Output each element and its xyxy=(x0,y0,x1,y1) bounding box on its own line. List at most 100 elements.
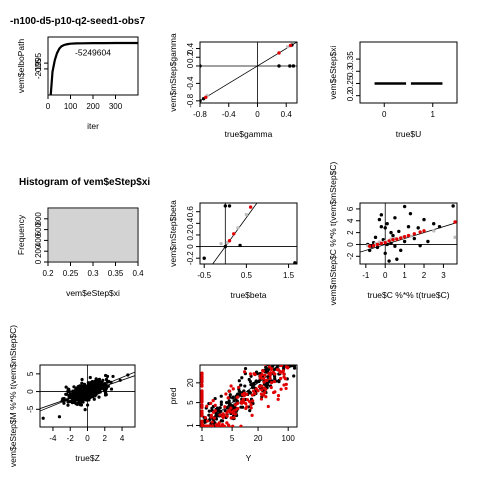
point-black xyxy=(200,99,202,103)
pred-point-black xyxy=(219,400,223,404)
pred-point-black xyxy=(227,399,231,403)
plot-frame xyxy=(359,202,458,265)
pred-point-red xyxy=(273,372,277,376)
y-tick-label: 0.2 xyxy=(186,51,195,63)
y-tick-label: 600 xyxy=(34,222,43,236)
pred-point-red xyxy=(205,419,210,423)
y-tick-label: 0.2 xyxy=(186,229,195,241)
y-tick-label: 0.25 xyxy=(346,75,355,91)
y-tick-label: 1 xyxy=(186,423,195,428)
point-red xyxy=(383,240,387,245)
pred-point-red xyxy=(220,422,225,427)
point-black xyxy=(238,243,242,248)
z-point xyxy=(89,385,93,390)
pred-point-black xyxy=(219,394,223,398)
pred-point-red xyxy=(249,403,253,407)
pred-point-red xyxy=(275,368,280,372)
point-red xyxy=(248,205,253,209)
point-black xyxy=(426,239,430,244)
x-tick-label: 4 xyxy=(120,434,125,443)
pred-point-red xyxy=(250,413,254,417)
panel-7-z-scatter: -4 -2 0 2 4 -5 0 5 true$Z vem$eStep$M %*% t(vem$m… xyxy=(8,325,136,467)
point-black xyxy=(399,248,403,253)
pred-point-red xyxy=(268,376,272,380)
panel-6-cc-scatter: -1 0 1 2 3 -2 0 2 4 6 true$C %*% t(true$C) vem$mSte… xyxy=(328,162,458,305)
point-black xyxy=(288,64,292,68)
z-point xyxy=(62,401,66,405)
point-black xyxy=(202,256,206,260)
x-tick-label: -0.5 xyxy=(197,271,211,280)
y-tick-label: 4 xyxy=(346,218,355,223)
point-red xyxy=(402,235,407,239)
point-black xyxy=(389,241,393,245)
y-tick-label: 5 xyxy=(186,400,195,405)
pred-point-red xyxy=(251,389,256,393)
panel-4-title: Histogram of vem$eStep$xi xyxy=(19,177,150,188)
plot-area xyxy=(48,208,138,262)
pred-point-red xyxy=(200,380,204,384)
x-tick-label: 100 xyxy=(282,434,296,443)
pred-point-red xyxy=(254,387,258,391)
pred-point-red xyxy=(263,373,267,377)
panel-3-xi-vs-u: 0 1 0.20.250.30.35 true$U vem$eStep$xi xyxy=(328,41,458,139)
z-point xyxy=(90,392,94,396)
pred-point-red xyxy=(264,378,268,382)
pred-point-black xyxy=(292,366,297,370)
y-axis-label: vem$eStep$xi xyxy=(328,45,338,99)
x-axis-label: true$Z xyxy=(75,453,100,463)
z-point xyxy=(74,387,78,391)
point-red xyxy=(412,232,417,236)
pred-point-red xyxy=(259,397,264,401)
y-tick-label: 0.6 xyxy=(186,206,195,218)
point-red xyxy=(391,238,395,242)
x-tick-label: 0 xyxy=(255,110,260,119)
z-point xyxy=(107,379,111,384)
y-tick-label: 0.3 xyxy=(346,65,355,77)
pred-point-black xyxy=(219,402,223,407)
x-tick-label: 0 xyxy=(85,434,90,443)
pred-point-red xyxy=(248,372,253,376)
x-axis-label: true$gamma xyxy=(225,129,273,139)
x-axis-label: Y xyxy=(246,453,252,463)
y-tick-label: 0 xyxy=(346,242,355,247)
x-tick-label: 1 xyxy=(200,434,205,443)
point-black xyxy=(416,226,420,230)
x-tick-label: 0.2 xyxy=(42,269,54,278)
point-black xyxy=(368,248,372,253)
pred-point-red xyxy=(233,403,237,407)
pred-point-red xyxy=(224,392,228,396)
pred-point-red xyxy=(245,398,250,402)
pred-point-red xyxy=(226,423,231,427)
pred-point-red xyxy=(228,408,232,412)
pred-point-red xyxy=(264,395,268,399)
pred-point-red xyxy=(284,382,288,386)
y-tick-label: 2 xyxy=(346,230,355,235)
point-gray xyxy=(244,212,249,217)
pred-point-red xyxy=(217,421,221,425)
x-tick-label: 100 xyxy=(64,102,78,111)
point-black xyxy=(393,216,397,220)
y-tick-label: -0.2 xyxy=(186,251,195,265)
y-axis-label: Frequency xyxy=(16,214,26,255)
x-tick-label: 1 xyxy=(402,271,407,280)
pred-point-red xyxy=(211,410,216,414)
plot-area xyxy=(200,203,297,264)
pred-point-black xyxy=(265,366,269,371)
pred-point-red xyxy=(209,401,213,405)
pred-point-black xyxy=(292,374,296,378)
pred-point-red xyxy=(244,402,248,406)
identity-line xyxy=(212,203,258,264)
pred-point-red xyxy=(200,372,204,376)
pred-point-black xyxy=(237,379,241,383)
pred-point-red xyxy=(231,411,235,416)
pred-point-black xyxy=(228,393,232,397)
identity-line xyxy=(200,42,297,102)
pred-point-red xyxy=(200,384,204,388)
point-gray xyxy=(236,226,240,230)
x-tick-label: 0 xyxy=(383,271,388,280)
pred-point-red xyxy=(260,388,264,392)
x-tick-label: -0.8 xyxy=(193,110,207,119)
plot-area xyxy=(200,365,297,427)
z-point xyxy=(81,397,85,402)
